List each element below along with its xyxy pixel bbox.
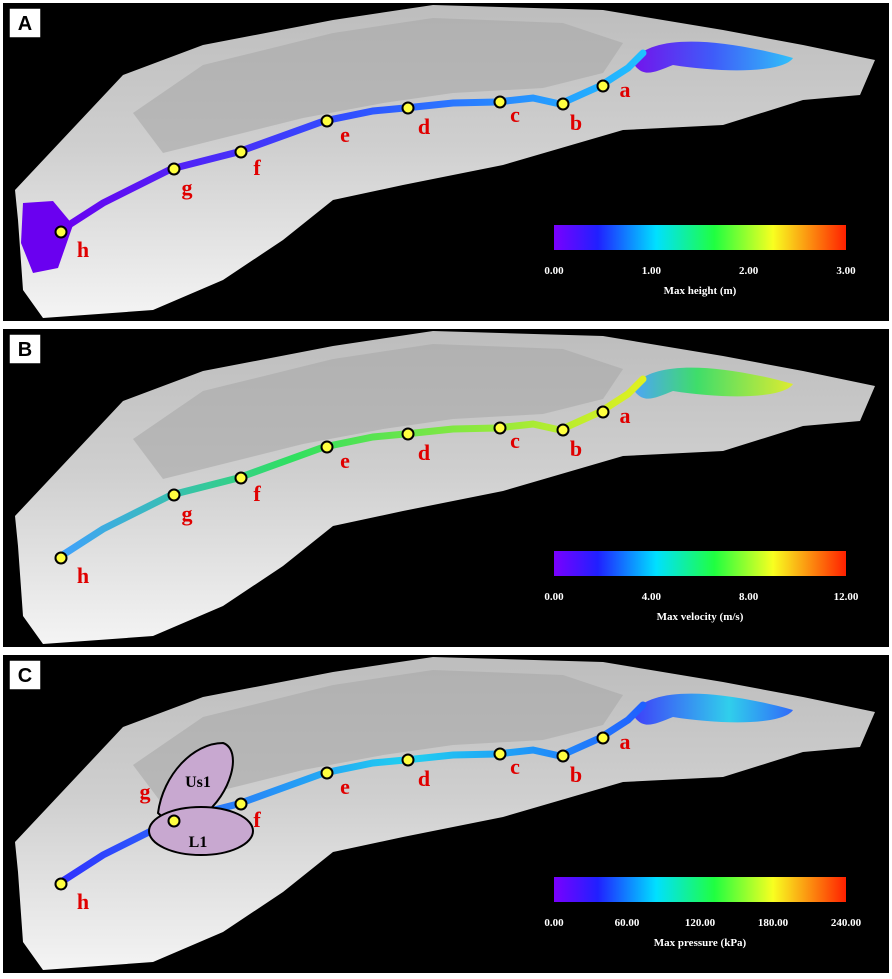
station-label: f bbox=[253, 155, 261, 180]
station-marker bbox=[493, 95, 507, 109]
colorbar bbox=[554, 877, 846, 902]
colorbar-tick-label: 120.00 bbox=[685, 917, 716, 929]
station-label: d bbox=[418, 114, 430, 139]
station-marker bbox=[556, 423, 570, 437]
colorbar-tick-label: 60.00 bbox=[615, 917, 640, 929]
station-label: e bbox=[340, 122, 350, 147]
station-marker bbox=[320, 114, 334, 128]
panel: a b c d e f g h A 0.00 1.00 2.00 3.00 Max height (m) bbox=[3, 3, 889, 321]
station-marker bbox=[234, 145, 248, 159]
colorbar-title: Max velocity (m/s) bbox=[657, 611, 744, 623]
colorbar-tick-label: 0.00 bbox=[544, 917, 564, 929]
station-label: b bbox=[570, 110, 582, 135]
station-label: b bbox=[570, 436, 582, 461]
station-label: g bbox=[140, 779, 151, 804]
panel-letter: B bbox=[18, 339, 32, 361]
station-marker bbox=[596, 405, 610, 419]
colorbar-tick-label: 180.00 bbox=[758, 917, 789, 929]
colorbar-tick-label: 3.00 bbox=[836, 265, 856, 277]
station-label: d bbox=[418, 440, 430, 465]
colorbar-title: Max pressure (kPa) bbox=[654, 937, 747, 949]
station-label: e bbox=[340, 448, 350, 473]
station-label: b bbox=[570, 762, 582, 787]
station-marker bbox=[54, 877, 68, 891]
colorbar-tick-label: 12.00 bbox=[834, 591, 859, 603]
zone-label: Us1 bbox=[185, 774, 211, 791]
colorbar bbox=[554, 551, 846, 576]
colorbar-tick-label: 240.00 bbox=[831, 917, 862, 929]
station-marker bbox=[167, 162, 181, 176]
panel: Us1 L1 a b c d e f g h C 0.00 60.00 120.00 180.00 240.0… bbox=[3, 655, 889, 973]
colorbar bbox=[554, 225, 846, 250]
station-marker bbox=[401, 753, 415, 767]
station-label: a bbox=[620, 77, 631, 102]
station-marker bbox=[556, 749, 570, 763]
zone-label: L1 bbox=[189, 834, 208, 851]
station-label: h bbox=[77, 563, 89, 588]
panel-letter: C bbox=[18, 665, 32, 687]
panel-letter: A bbox=[18, 13, 32, 35]
station-marker bbox=[493, 421, 507, 435]
station-marker bbox=[596, 731, 610, 745]
flow-path bbox=[54, 375, 647, 562]
station-marker bbox=[401, 427, 415, 441]
flow-path bbox=[54, 49, 647, 236]
panel-letter-box bbox=[8, 659, 42, 691]
station-marker bbox=[167, 814, 181, 828]
colorbar-tick-label: 4.00 bbox=[642, 591, 662, 603]
station-label: h bbox=[77, 889, 89, 914]
station-marker bbox=[234, 797, 248, 811]
station-label: h bbox=[77, 237, 89, 262]
station-label: d bbox=[418, 766, 430, 791]
station-label: f bbox=[253, 807, 261, 832]
ridge-shade bbox=[133, 670, 623, 805]
station-marker bbox=[401, 101, 415, 115]
deposit-lobe bbox=[633, 693, 793, 725]
station-marker bbox=[556, 97, 570, 111]
station-label: f bbox=[253, 481, 261, 506]
station-marker bbox=[54, 225, 68, 239]
station-marker bbox=[54, 551, 68, 565]
colorbar-tick-label: 1.00 bbox=[642, 265, 662, 277]
station-marker bbox=[320, 766, 334, 780]
ridge-shade bbox=[133, 18, 623, 153]
colorbar-tick-label: 0.00 bbox=[544, 591, 564, 603]
panel: a b c d e f g h B 0.00 4.00 8.00 12.00 Max velocity (… bbox=[3, 329, 889, 647]
station-label: a bbox=[620, 403, 631, 428]
station-label: a bbox=[620, 729, 631, 754]
deposit-lobe bbox=[633, 367, 793, 399]
station-marker bbox=[596, 79, 610, 93]
station-label: g bbox=[182, 175, 193, 200]
panel-letter-box bbox=[8, 7, 42, 39]
station-label: c bbox=[510, 102, 520, 127]
station-marker bbox=[320, 440, 334, 454]
station-label: e bbox=[340, 774, 350, 799]
station-label: g bbox=[182, 501, 193, 526]
source-area bbox=[21, 201, 73, 273]
colorbar-tick-label: 8.00 bbox=[739, 591, 759, 603]
panel-letter-box bbox=[8, 333, 42, 365]
station-label: c bbox=[510, 428, 520, 453]
colorbar-tick-label: 0.00 bbox=[544, 265, 564, 277]
station-marker bbox=[493, 747, 507, 761]
station-label: c bbox=[510, 754, 520, 779]
station-marker bbox=[234, 471, 248, 485]
deposit-lobe bbox=[633, 41, 793, 73]
station-marker bbox=[167, 488, 181, 502]
colorbar-title: Max height (m) bbox=[664, 285, 737, 297]
ridge-shade bbox=[133, 344, 623, 479]
colorbar-tick-label: 2.00 bbox=[739, 265, 759, 277]
